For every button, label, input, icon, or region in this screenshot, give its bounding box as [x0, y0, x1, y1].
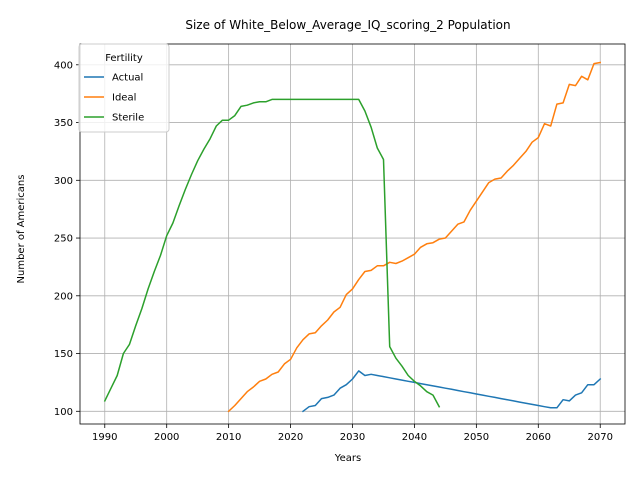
x-axis: 1990 2000 2010 2020 2030 2040 2050 2060 2070	[92, 424, 613, 443]
x-tick-label: 2060	[526, 432, 551, 443]
y-tick-label: 200	[54, 291, 73, 302]
x-tick-label: 2070	[588, 432, 613, 443]
x-tick-label: 2050	[464, 432, 489, 443]
y-tick-label: 100	[54, 407, 73, 418]
y-tick-label: 400	[54, 60, 73, 71]
series-lines	[103, 61, 602, 413]
series-line-sterile	[103, 98, 441, 408]
x-tick-label: 2030	[340, 432, 365, 443]
legend-title: Fertility	[105, 53, 143, 64]
plot-area: 1990 2000 2010 2020 2030 2040 2050 2060 2070 100…	[54, 43, 626, 443]
x-tick-label: 1990	[92, 432, 117, 443]
y-axis: 100 150 200 250 300 350 400	[54, 60, 80, 418]
y-axis-label: Number of Americans	[16, 175, 27, 284]
x-tick-label: 2000	[154, 432, 179, 443]
x-tick-label: 2010	[216, 432, 241, 443]
grid-lines	[80, 44, 625, 424]
legend-box	[78, 43, 170, 133]
series-line-ideal	[227, 61, 602, 413]
legend-label-sterile: Sterile	[112, 113, 144, 124]
legend: Fertility Actual Ideal Sterile	[78, 43, 170, 133]
series-line-actual	[301, 370, 602, 413]
legend-label-actual: Actual	[112, 73, 143, 84]
y-tick-label: 350	[54, 118, 73, 129]
x-axis-label: Years	[334, 453, 361, 464]
y-tick-label: 300	[54, 176, 73, 187]
y-tick-label: 250	[54, 234, 73, 245]
legend-items: Actual Ideal Sterile	[84, 73, 144, 124]
x-tick-label: 2020	[278, 432, 303, 443]
y-tick-label: 150	[54, 349, 73, 360]
x-tick-label: 2040	[402, 432, 427, 443]
chart-title: Size of White_Below_Average_IQ_scoring_2…	[185, 18, 510, 32]
legend-label-ideal: Ideal	[112, 93, 136, 104]
